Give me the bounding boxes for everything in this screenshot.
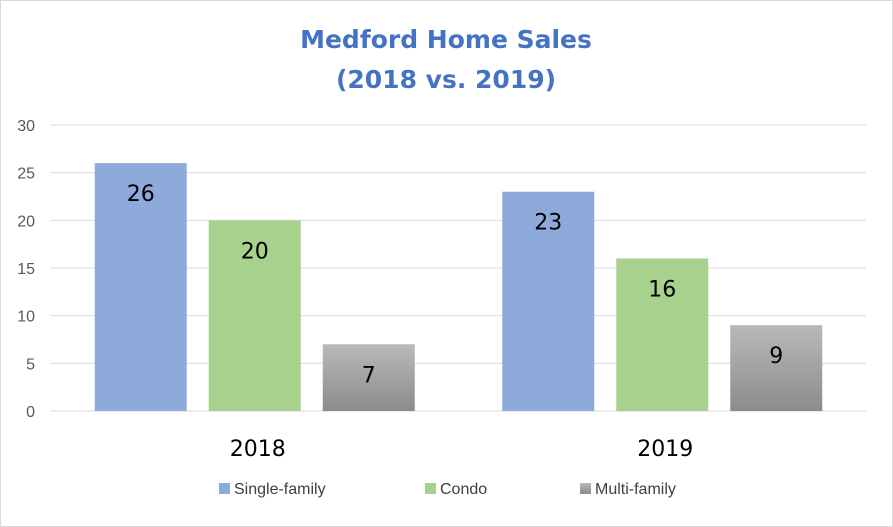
chart-subtitle: (2018 vs. 2019) [336, 65, 556, 94]
legend-swatch [219, 483, 230, 494]
y-tick-label: 25 [17, 166, 35, 183]
x-category-label: 2018 [230, 437, 286, 462]
legend-swatch [425, 483, 436, 494]
legend-label: Single-family [234, 481, 326, 498]
legend-label: Multi-family [595, 481, 676, 498]
bar-single-family-2019 [502, 191, 595, 411]
x-axis-categories: 2018 2019 [230, 437, 694, 462]
data-label: 26 [127, 182, 155, 207]
chart-title: Medford Home Sales [300, 25, 592, 54]
y-tick-label: 15 [17, 261, 35, 278]
data-label: 9 [769, 344, 783, 369]
y-tick-label: 30 [17, 118, 35, 135]
bar-multi-family-2019 [730, 325, 823, 411]
data-label: 20 [241, 239, 269, 264]
y-tick-label: 5 [26, 356, 35, 373]
bar-single-family-2018 [94, 163, 187, 411]
y-tick-label: 20 [17, 213, 35, 230]
data-label: 16 [648, 277, 676, 302]
data-label: 7 [362, 363, 376, 388]
y-tick-label: 10 [17, 309, 35, 326]
bar-condo-2018 [208, 220, 301, 411]
data-label: 23 [534, 211, 562, 236]
bar-condo-2019 [616, 258, 709, 411]
x-category-label: 2019 [637, 437, 693, 462]
gridlines [51, 124, 866, 412]
legend-swatch [580, 483, 591, 494]
bar-multi-family-2018 [322, 344, 415, 411]
y-tick-label: 0 [26, 404, 35, 421]
legend: Single-family Condo Multi-family [219, 481, 676, 498]
legend-label: Condo [440, 481, 487, 498]
y-axis-ticks: 0 5 10 15 20 25 30 [17, 118, 35, 421]
bars: 26 20 7 23 16 9 [94, 163, 823, 411]
